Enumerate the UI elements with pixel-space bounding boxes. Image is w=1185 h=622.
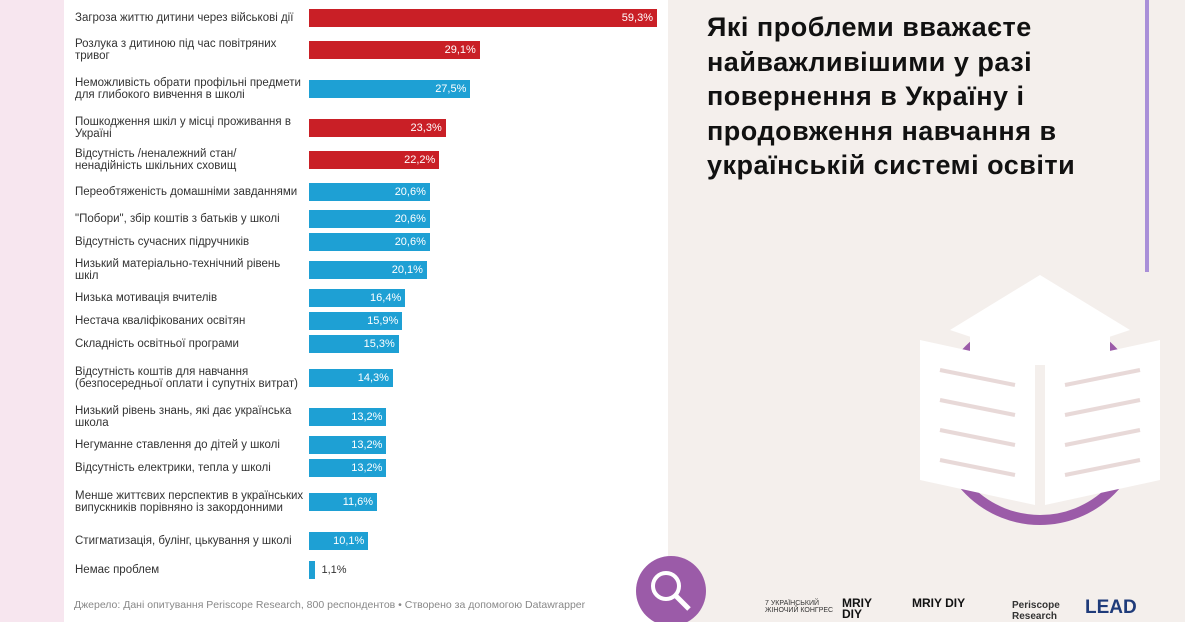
logo: MRIY DIY (842, 596, 872, 621)
bar (309, 312, 403, 330)
value-label: 11,6% (342, 496, 374, 508)
value-label: 29,1% (444, 44, 476, 56)
value-label: 59,3% (621, 12, 653, 24)
bar (309, 436, 387, 454)
bar (309, 9, 657, 27)
category-label: Низька мотивація вчителів (75, 292, 218, 304)
bar (309, 80, 471, 98)
bar (309, 151, 440, 169)
value-label: 1,1% (321, 564, 347, 576)
bar (309, 210, 430, 228)
bar (309, 561, 316, 579)
category-label: Переобтяженість домашніми завданнями (75, 186, 298, 198)
value-label: 14,3% (357, 372, 389, 384)
logo: MRIY DIY (912, 596, 966, 610)
value-label: 23,3% (410, 122, 442, 134)
side-strip (0, 0, 64, 622)
bar (309, 119, 446, 137)
bar (309, 369, 393, 387)
value-label: 20,6% (394, 213, 426, 225)
category-label: Складність освітньої програми (75, 338, 239, 350)
bar (309, 335, 399, 353)
value-label: 10,1% (333, 535, 365, 547)
category-label: Нестача кваліфікованих освітян (75, 315, 246, 327)
value-label: 15,3% (363, 338, 395, 350)
bar (309, 41, 480, 59)
bar (309, 408, 387, 426)
value-label: 15,9% (367, 315, 399, 327)
bar (309, 532, 369, 550)
value-label: 20,6% (394, 186, 426, 198)
category-label: Менше життєвих перспектив в українських … (75, 490, 304, 514)
category-label: Пошкодження шкіл у місці проживання в Ук… (75, 116, 291, 140)
bar (309, 289, 406, 307)
category-label: Неможливість обрати профільні предмети д… (75, 77, 301, 101)
category-label: Низький рівень знань, які дає українська… (75, 405, 292, 429)
category-label: Відсутність коштів для навчання (безпосе… (75, 366, 298, 390)
category-label: Загроза життю дитини через військові дії (75, 12, 294, 24)
category-label: Немає проблем (75, 564, 160, 576)
value-label: 20,1% (391, 264, 423, 276)
category-label: Відсутність /неналежний стан/ ненадійніс… (75, 148, 237, 172)
category-label: Відсутність електрики, тепла у школі (75, 462, 271, 474)
search-icon (636, 556, 706, 622)
category-label: Негуманне ставлення до дітей у школі (75, 439, 280, 451)
category-label: Стигматизація, булінг, цькування у школі (75, 535, 292, 547)
value-label: 13,2% (351, 411, 383, 423)
logo: LEAD (1085, 597, 1137, 618)
value-label: 13,2% (351, 439, 383, 451)
category-label: Відсутність сучасних підручників (75, 236, 250, 248)
bar (309, 459, 387, 477)
chart-panel (64, 0, 668, 622)
bar (309, 261, 427, 279)
value-label: 13,2% (351, 462, 383, 474)
category-label: "Побори", збір коштів з батьків у школі (75, 213, 280, 225)
bar (309, 183, 430, 201)
chart-title: Які проблеми вважаєте найважливішими у р… (707, 12, 1076, 180)
category-label: Розлука з дитиною під час повітряних три… (75, 38, 277, 62)
value-label: 22,2% (404, 154, 436, 166)
category-label: Низький матеріально-технічний рівень шкі… (75, 258, 281, 282)
accent-line (1145, 0, 1149, 272)
bar (309, 493, 378, 511)
value-label: 16,4% (370, 292, 402, 304)
bar (309, 233, 430, 251)
logo: 7 УКРАЇНСЬКИЙ ЖІНОЧИЙ КОНГРЕС (765, 600, 834, 614)
book-icon (920, 275, 1160, 525)
source-note: Джерело: Дані опитування Periscope Resea… (74, 599, 586, 611)
logo: Periscope Research (1012, 600, 1060, 622)
value-label: 20,6% (394, 236, 426, 248)
value-label: 27,5% (435, 83, 467, 95)
